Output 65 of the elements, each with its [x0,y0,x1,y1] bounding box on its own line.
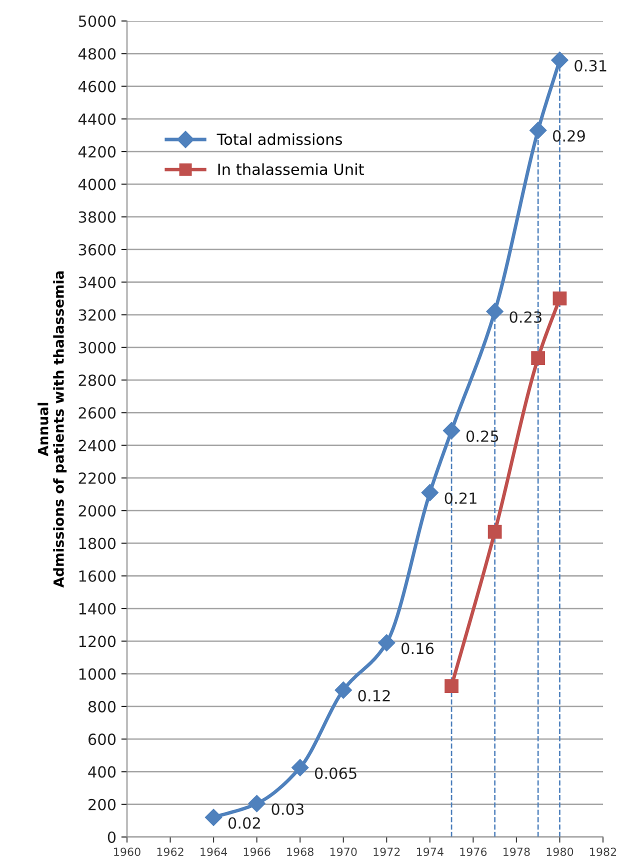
point [530,122,547,139]
y-tick-label: 5000 [78,15,116,28]
x-tick-label: 1982 [590,848,616,856]
x-tick-label: 1974 [416,848,444,856]
annotation: 0.065 [314,767,356,780]
x-tick-label: 1980 [546,848,574,856]
point [531,351,546,365]
y-tick-label: 4600 [78,80,116,92]
x-tick-label: 1962 [157,848,184,856]
y-tick-label: 4400 [78,113,116,125]
y-tick-label: 3800 [78,211,116,223]
y-tick-label: 1200 [79,636,116,648]
point [442,422,460,440]
y-tick-label: 200 [88,798,116,810]
legend-label: In thalassemia Unit [218,163,364,176]
y-tick-label: 3200 [78,309,116,321]
annotation: 0.02 [228,817,260,829]
point [486,302,504,320]
x-tick-label: 1964 [200,848,228,856]
y-tick-label: 3400 [78,276,116,288]
y-tick-label: 400 [88,766,116,778]
x-tick-label: 1968 [287,848,314,856]
y-tick-label: 2200 [78,472,116,484]
y-tick-label: 4200 [78,146,116,158]
point [204,808,222,826]
x-tick-label: 1960 [114,848,140,856]
y-tick-label: 1400 [79,602,116,615]
y-tick-label: 2800 [78,374,116,386]
point [488,524,502,539]
y-tick-label: 4800 [78,48,116,60]
y-tick-label: 4000 [78,178,116,190]
y-tick-label: 2400 [78,440,116,452]
y-tick-label: 0 [108,831,116,844]
point [444,679,458,693]
y-tick-label: 600 [88,734,116,746]
x-tick-label: 1978 [504,848,530,856]
x-tick-label: 1966 [244,848,270,856]
y-tick-label: 800 [88,700,116,712]
annotation: 0.16 [402,642,434,654]
annotation: 0.31 [574,60,606,72]
annotation: 0.25 [466,430,498,442]
y-tick-label: 1800 [79,538,116,550]
point [552,291,567,306]
x-tick-label: 1972 [374,848,400,856]
y-tick-label: 3000 [78,342,116,354]
x-tick-label: 1970 [330,848,357,856]
y-tick-label: 3600 [78,244,116,256]
point [551,52,568,69]
y-axis-title: Annual Admissions of patients with thalassemia [38,271,67,588]
y-tick-label: 1000 [79,668,116,680]
y-tick-label: 2600 [78,407,116,419]
point [334,682,352,699]
point [421,484,438,502]
point [292,759,309,776]
annotation: 0.29 [552,130,585,142]
point [378,634,396,652]
y-tick-label: 1600 [79,570,116,582]
point [248,794,266,812]
annotation: 0.03 [272,803,304,815]
annotation: 0.23 [510,311,542,323]
y-tick-label: 2000 [78,505,116,517]
annotation: 0.12 [358,690,390,702]
x-tick-label: 1976 [460,848,487,856]
legend-label: Total admissions [216,133,342,146]
annotation: 0.21 [444,492,476,504]
